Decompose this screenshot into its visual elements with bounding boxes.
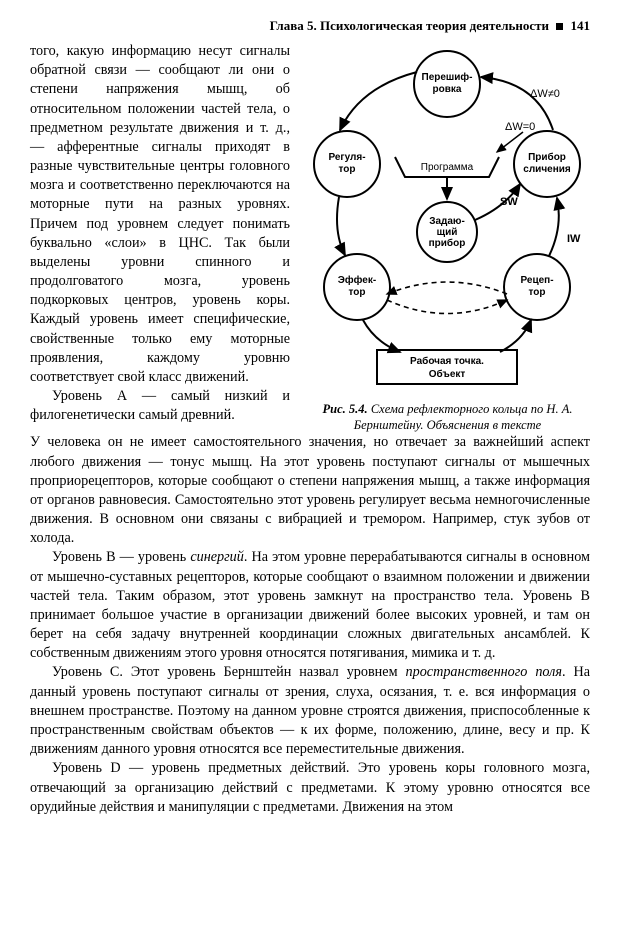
p4: Уровень С. Этот уровень Бернштейн назвал… — [30, 663, 590, 759]
iw-label: IW — [567, 233, 581, 245]
svg-text:ровка: ровка — [433, 84, 462, 95]
p2b: У человека он не имеет самостоятельного … — [30, 433, 590, 548]
programma-label: Программа — [421, 162, 474, 173]
page-number: 141 — [571, 18, 591, 33]
dw-ne-label: ΔW≠0 — [530, 88, 560, 100]
svg-text:Регуля-: Регуля- — [328, 152, 365, 163]
caption-text: Схема рефлекторного кольца по Н. А. Берн… — [354, 402, 573, 432]
p3: Уровень В — уровень синергий. На этом ур… — [30, 548, 590, 663]
figure-wrap: Перешиф- ровка Регуля- тор Прибор сличен… — [305, 42, 590, 433]
svg-text:Прибор: Прибор — [528, 151, 566, 163]
p5: Уровень D — уровень предметных действий.… — [30, 759, 590, 817]
p2b-text: У человека он не имеет самостоятельного … — [30, 434, 590, 546]
svg-text:тор: тор — [339, 164, 356, 175]
svg-text:Задаю-: Задаю- — [429, 216, 465, 227]
sw-label: SW — [500, 196, 518, 208]
reflex-ring-diagram: Перешиф- ровка Регуля- тор Прибор сличен… — [305, 42, 590, 392]
svg-text:Рабочая точка.: Рабочая точка. — [410, 355, 484, 367]
svg-text:тор: тор — [349, 287, 366, 298]
col-p2a: Уровень А — самый низкий и филогенетичес… — [30, 387, 290, 425]
svg-text:Перешиф-: Перешиф- — [422, 71, 473, 83]
page-header: Глава 5. Психологическая теория деятельн… — [30, 18, 590, 34]
col-p1: того, какую информацию несут сигналы обр… — [30, 42, 290, 387]
svg-text:тор: тор — [529, 287, 546, 298]
svg-text:Объект: Объект — [429, 368, 466, 380]
svg-text:щий: щий — [437, 227, 458, 238]
chapter-title: Глава 5. Психологическая теория деятельн… — [270, 18, 549, 33]
p1-text: того, какую информацию несут сигналы обр… — [30, 43, 290, 385]
dw-eq-label: ΔW=0 — [505, 121, 535, 133]
caption-bold: Рис. 5.4. — [323, 402, 368, 416]
svg-text:прибор: прибор — [429, 237, 466, 249]
svg-text:сличения: сличения — [523, 164, 571, 175]
figure-caption: Рис. 5.4. Схема рефлекторного кольца по … — [305, 402, 590, 433]
svg-text:Эффек-: Эффек- — [338, 274, 376, 286]
header-square — [556, 23, 563, 30]
svg-text:Рецеп-: Рецеп- — [520, 275, 553, 286]
content-area: Перешиф- ровка Регуля- тор Прибор сличен… — [30, 42, 590, 817]
p5-text: Уровень D — уровень предметных действий.… — [30, 760, 590, 814]
p2a-text: Уровень А — самый низкий и филогенетичес… — [30, 388, 290, 423]
